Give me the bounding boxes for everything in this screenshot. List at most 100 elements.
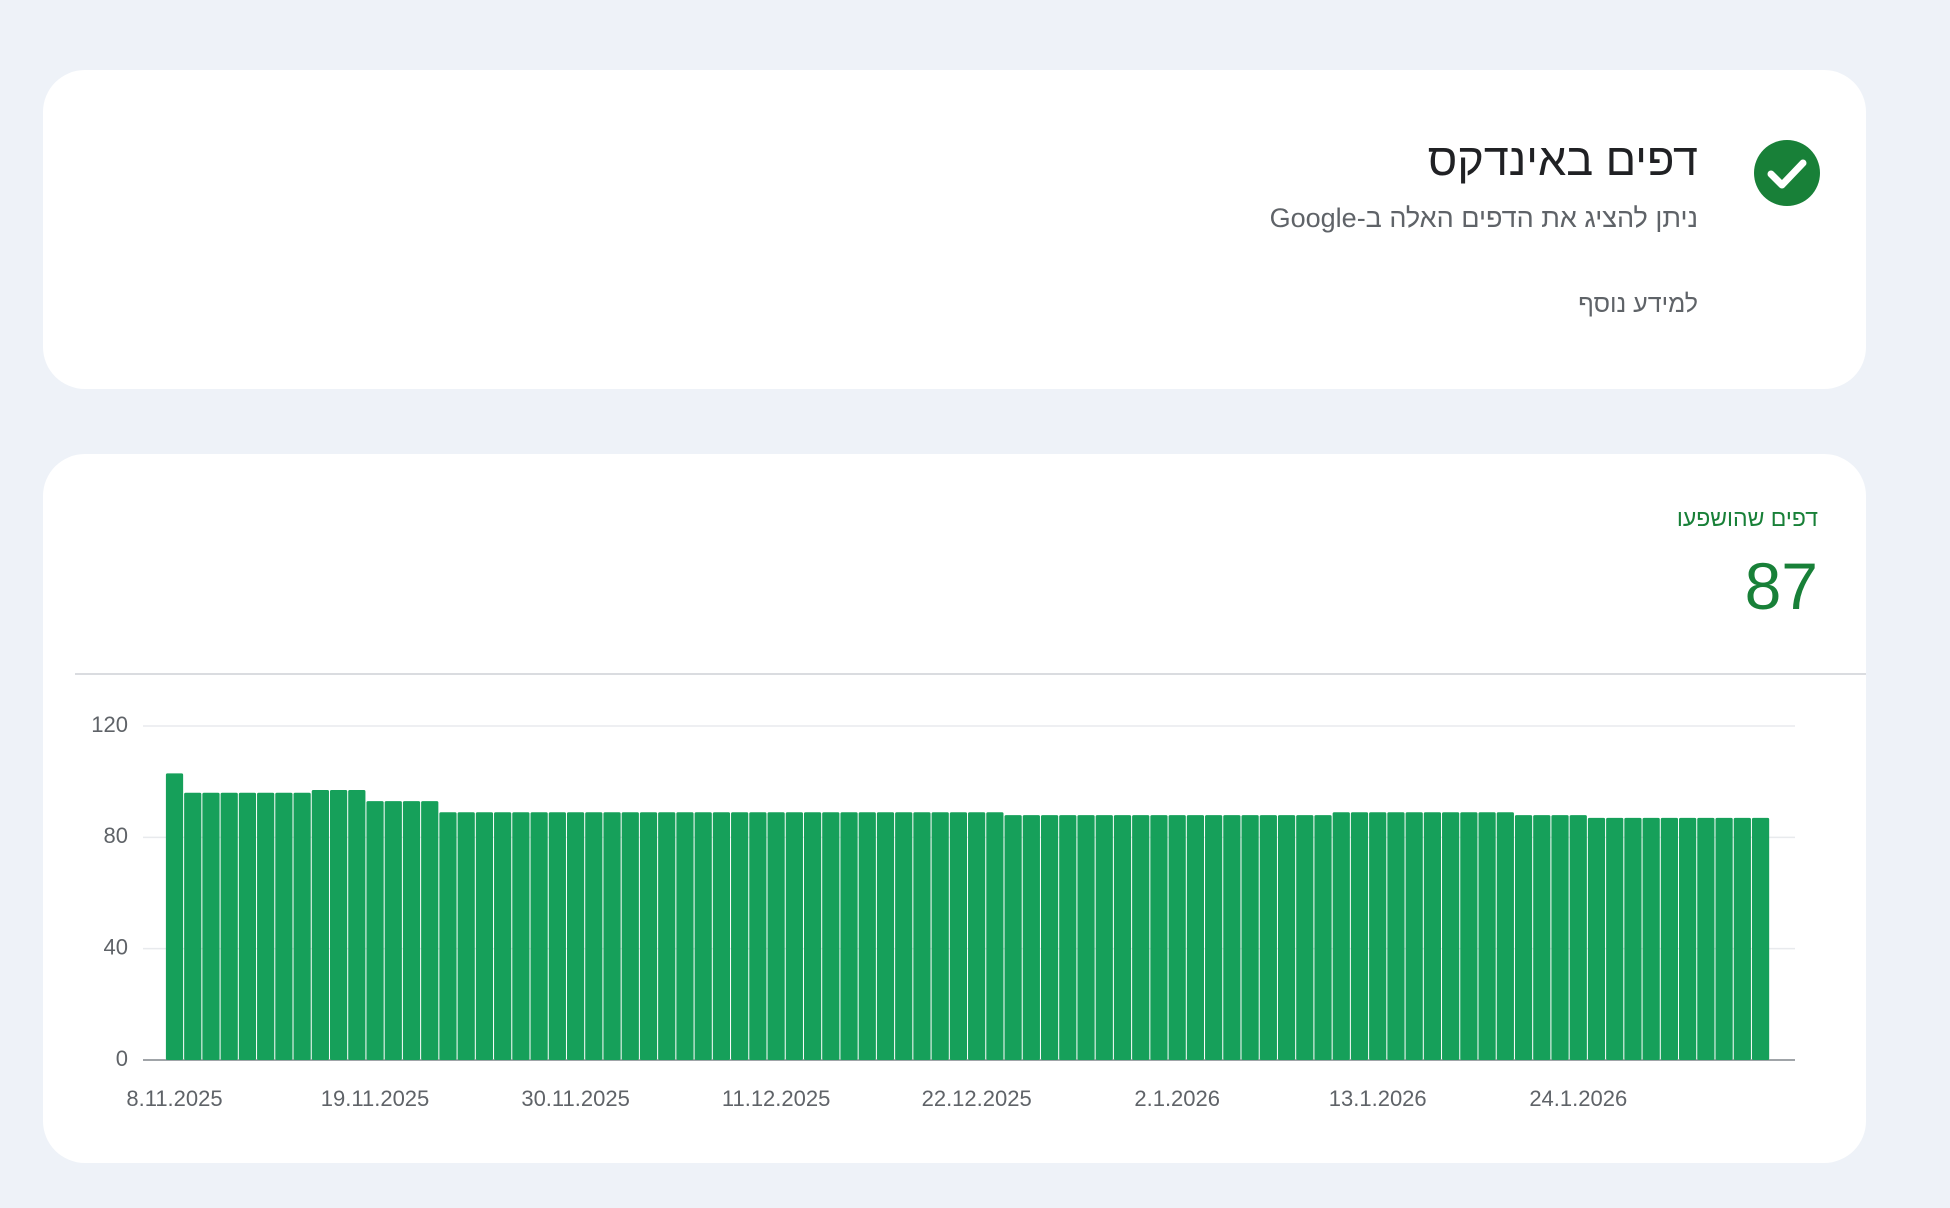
bar bbox=[749, 812, 767, 1060]
status-card bbox=[43, 70, 1866, 389]
bar bbox=[1496, 812, 1514, 1060]
bar bbox=[1040, 815, 1059, 1060]
bar bbox=[1423, 812, 1442, 1060]
bar bbox=[1751, 817, 1770, 1060]
bar bbox=[968, 812, 986, 1060]
bar bbox=[475, 812, 494, 1060]
bar bbox=[1277, 815, 1296, 1060]
divider bbox=[75, 673, 1866, 675]
x-tick-label: 24.1.2026 bbox=[1529, 1086, 1627, 1111]
bar bbox=[165, 773, 184, 1060]
bar bbox=[1259, 815, 1277, 1060]
bar bbox=[457, 812, 475, 1060]
bar bbox=[731, 812, 749, 1060]
bar bbox=[1460, 812, 1478, 1060]
bar bbox=[1533, 815, 1551, 1060]
bar bbox=[439, 812, 457, 1060]
bar bbox=[402, 801, 421, 1060]
bar bbox=[1369, 812, 1387, 1060]
bar bbox=[366, 801, 384, 1060]
bar bbox=[257, 792, 275, 1060]
bar bbox=[913, 812, 931, 1060]
y-tick-label: 0 bbox=[116, 1046, 128, 1071]
bar bbox=[1332, 812, 1350, 1060]
bar bbox=[1733, 817, 1751, 1060]
bar bbox=[949, 812, 968, 1060]
bar bbox=[1569, 815, 1587, 1060]
bar bbox=[1642, 817, 1660, 1060]
bar bbox=[548, 812, 566, 1060]
bar bbox=[1387, 812, 1405, 1060]
bar bbox=[530, 812, 548, 1060]
bar bbox=[785, 812, 803, 1060]
learn-more-link[interactable]: למידע נוסף bbox=[1578, 290, 1698, 318]
card-subtitle: ניתן להציג את הדפים האלה ב-Google bbox=[1269, 203, 1698, 233]
x-tick-label: 8.11.2025 bbox=[126, 1086, 222, 1111]
bar bbox=[876, 812, 895, 1060]
bar bbox=[621, 812, 639, 1060]
bar bbox=[1186, 815, 1205, 1060]
card-title: דפים באינדקס bbox=[1427, 134, 1698, 185]
y-tick-label: 120 bbox=[91, 712, 128, 737]
bar bbox=[639, 812, 658, 1060]
bar bbox=[202, 792, 220, 1060]
bar bbox=[1077, 815, 1095, 1060]
bar bbox=[1168, 815, 1186, 1060]
bar bbox=[1095, 815, 1113, 1060]
bar bbox=[694, 812, 712, 1060]
x-tick-label: 30.11.2025 bbox=[521, 1086, 629, 1111]
bar bbox=[712, 812, 731, 1060]
bar bbox=[494, 812, 512, 1060]
bar bbox=[1551, 815, 1569, 1060]
bar bbox=[384, 801, 402, 1060]
bar bbox=[1715, 817, 1733, 1060]
bar bbox=[329, 790, 348, 1060]
x-tick-label: 11.12.2025 bbox=[722, 1086, 830, 1111]
bar bbox=[1350, 812, 1369, 1060]
bar bbox=[1697, 817, 1715, 1060]
bar bbox=[1022, 815, 1040, 1060]
bar bbox=[931, 812, 949, 1060]
bar bbox=[803, 812, 822, 1060]
bar bbox=[1405, 812, 1423, 1060]
bar bbox=[1205, 815, 1223, 1060]
bar bbox=[293, 792, 311, 1060]
bar bbox=[895, 812, 913, 1060]
bar bbox=[1059, 815, 1077, 1060]
bar bbox=[512, 812, 530, 1060]
bar bbox=[1223, 815, 1241, 1060]
metric-label: דפים שהושפעו bbox=[1676, 505, 1818, 531]
y-tick-label: 80 bbox=[104, 823, 128, 848]
bar bbox=[184, 792, 202, 1060]
bar bbox=[566, 812, 585, 1060]
bar bbox=[658, 812, 676, 1060]
bar bbox=[238, 792, 257, 1060]
check-icon bbox=[1754, 140, 1820, 206]
bar bbox=[1004, 815, 1022, 1060]
bar bbox=[220, 792, 238, 1060]
bar bbox=[1478, 812, 1496, 1060]
bar bbox=[858, 812, 876, 1060]
bar bbox=[1241, 815, 1259, 1060]
bar bbox=[1660, 817, 1679, 1060]
bar bbox=[1314, 815, 1332, 1060]
x-tick-label: 13.1.2026 bbox=[1329, 1086, 1427, 1111]
bar bbox=[1296, 815, 1314, 1060]
bar bbox=[421, 801, 439, 1060]
y-tick-label: 40 bbox=[104, 934, 128, 959]
x-tick-label: 2.1.2026 bbox=[1134, 1086, 1220, 1111]
bar bbox=[1606, 817, 1624, 1060]
bar bbox=[676, 812, 694, 1060]
bar bbox=[1587, 817, 1606, 1060]
bar bbox=[822, 812, 840, 1060]
bar bbox=[1132, 815, 1150, 1060]
bar bbox=[986, 812, 1004, 1060]
metric-value: 87 bbox=[1744, 549, 1818, 623]
bar bbox=[1624, 817, 1642, 1060]
bar bbox=[1113, 815, 1132, 1060]
bar bbox=[767, 812, 785, 1060]
x-tick-label: 22.12.2025 bbox=[922, 1086, 1032, 1111]
bar bbox=[348, 790, 366, 1060]
